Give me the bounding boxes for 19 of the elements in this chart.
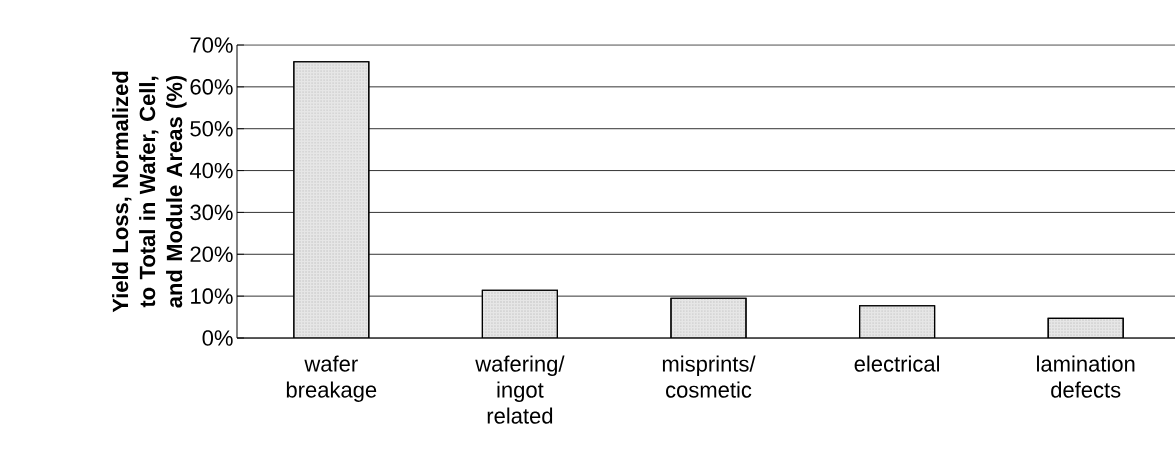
bar [481, 289, 558, 338]
y-tick-label: 70% [190, 37, 233, 53]
bar [293, 61, 370, 338]
y-tick-label: 40% [189, 162, 233, 179]
x-tick-label: wafering/ ingot related [475, 355, 565, 424]
y-tick-label: 30% [190, 204, 233, 221]
y-tick-label: 50% [190, 120, 233, 137]
bar [670, 297, 747, 338]
bar [859, 305, 936, 338]
x-tick-label: lamination defects [1037, 355, 1135, 398]
y-tick-label: 20% [190, 246, 233, 263]
bar [1047, 317, 1124, 338]
x-tick-label: misprints/ cosmetic [662, 355, 756, 398]
x-tick-label: electrical [854, 355, 940, 372]
y-tick-label: 60% [190, 79, 233, 95]
x-tick-label: wafer breakage [286, 355, 377, 402]
y-tick-label: 10% [191, 288, 233, 304]
y-axis-title: Yield Loss, Normalized to Total in Wafer, Cell, and Module Areas (%) [112, 71, 187, 313]
y-tick-label: 0% [202, 330, 233, 346]
